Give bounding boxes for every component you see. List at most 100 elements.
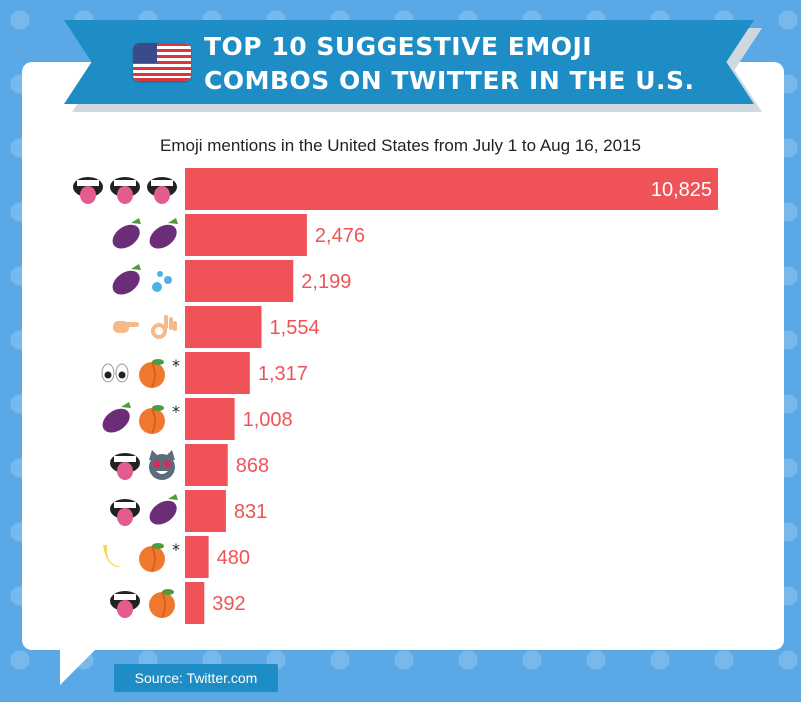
value-label: 868 [236,455,269,477]
peach-body [149,592,175,618]
heart-eyes-cat-icon [149,450,175,480]
tongue-teeth [151,180,173,186]
bar [185,490,226,532]
tongue-icon [110,499,140,526]
eye-pupil [104,371,112,379]
peach-body [139,362,165,388]
source-label: Source: Twitter.com [114,664,278,692]
bar [185,444,228,486]
tongue-teeth [77,180,99,186]
peach-icon [139,359,165,388]
bar [185,306,262,348]
tongue-teeth [114,502,136,508]
tongue-shape [154,186,170,204]
backhand-index-pointing-right-icon [113,321,139,333]
tongue-teeth [114,456,136,462]
cat-mouth [156,471,168,474]
emoji-combo [73,177,177,204]
eggplant-body [149,224,177,249]
eggplant-leaf [131,264,141,270]
tongue-shape [117,186,133,204]
peach-leaf [152,405,164,411]
tongue-icon [110,177,140,204]
emoji-combo [110,450,175,480]
us-flag-icon [133,43,191,81]
peach-crease [151,546,156,572]
eggplant-body [149,500,177,525]
eggplant-body [102,408,130,433]
tongue-icon [73,177,103,204]
value-label: 1,317 [258,363,308,385]
bar [185,260,294,302]
peach-crease [161,592,166,618]
ok-finger [173,321,177,331]
emoji-combo [110,589,175,618]
bar [185,398,235,440]
value-label: 480 [217,547,250,569]
peach-icon [139,405,165,434]
card-speech-tail [60,645,100,685]
tongue-icon [110,591,140,618]
value-label: 831 [234,501,267,523]
cat-heart-eye [163,460,171,468]
page-title: TOP 10 SUGGESTIVE EMOJI COMBOS ON TWITTE… [204,30,744,98]
peach-crease [151,408,156,434]
ok-finger [169,317,173,330]
sweat-droplets-icon [152,271,172,292]
emoji-combo: * [102,402,180,434]
bar [185,352,250,394]
emoji-combo: * [101,356,180,388]
emoji-combo [112,218,178,249]
eggplant-icon [102,402,131,433]
eggplant-body [112,224,140,249]
eggplant-icon [112,218,141,249]
asterisk: * [172,356,180,375]
bar [185,582,205,624]
ok-circle [151,323,167,339]
cat-face [149,454,175,480]
peach-body [139,546,165,572]
droplet [157,271,163,277]
eggplant-leaf [168,218,178,224]
ok-finger [164,315,168,329]
title-line-1: TOP 10 SUGGESTIVE EMOJI [204,32,593,61]
tongue-shape [80,186,96,204]
eggplant-icon [149,218,178,249]
emoji-combo [110,494,178,526]
peach-leaf [152,359,164,365]
tongue-icon [110,453,140,480]
emoji-combo: * [103,540,180,572]
bar [185,168,718,210]
eye-pupil [118,371,126,379]
title-line-2: COMBOS ON TWITTER IN THE U.S. [204,66,695,95]
ok-hand-icon [151,315,177,339]
value-label: 392 [212,593,245,615]
eggplant-leaf [121,402,131,408]
tongue-shape [117,462,133,480]
eggplant-body [112,270,140,295]
tongue-shape [117,600,133,618]
peach-icon [139,543,165,572]
emoji-combo [112,264,172,295]
asterisk: * [172,540,180,559]
eggplant-icon [149,494,178,525]
tongue-teeth [114,594,136,600]
tongue-icon [147,177,177,204]
value-label: 1,008 [243,409,293,431]
eggplant-leaf [131,218,141,224]
droplet [164,276,172,284]
eyes-icon [101,363,129,383]
peach-leaf [152,543,164,549]
bar [185,536,209,578]
tongue-teeth [114,180,136,186]
peach-icon [149,589,175,618]
banana-body [103,545,121,568]
value-label: 10,825 [651,179,712,201]
peach-body [139,408,165,434]
peach-leaf [162,589,174,595]
cat-heart-eye [153,460,161,468]
emoji-combo [113,315,177,339]
eggplant-leaf [168,494,178,500]
asterisk: * [172,402,180,421]
